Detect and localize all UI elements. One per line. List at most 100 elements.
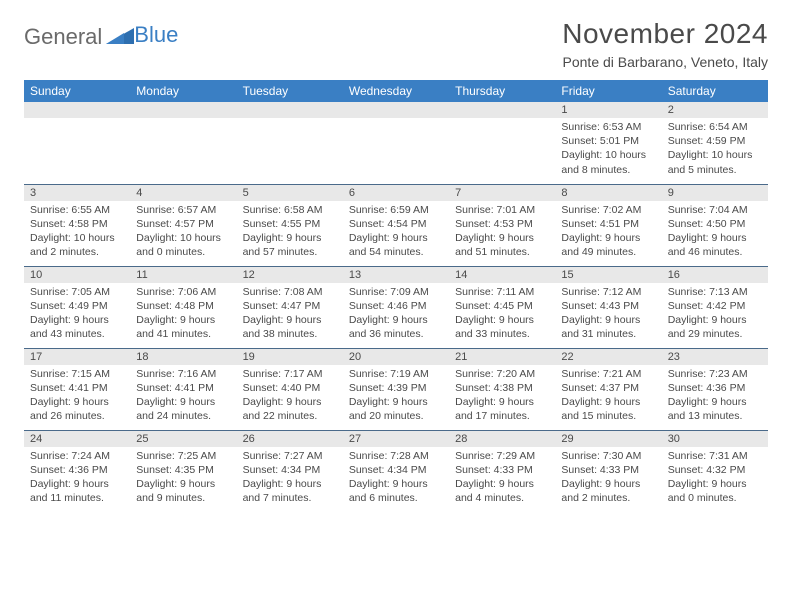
sunrise-line: Sunrise: 6:58 AM (243, 203, 337, 217)
sunset-line: Sunset: 4:34 PM (349, 463, 443, 477)
day-number: 18 (130, 349, 236, 365)
day-number: 17 (24, 349, 130, 365)
sunrise-line: Sunrise: 7:17 AM (243, 367, 337, 381)
day-number: 11 (130, 267, 236, 283)
sunrise-line: Sunrise: 7:02 AM (561, 203, 655, 217)
day-details: Sunrise: 7:24 AMSunset: 4:36 PMDaylight:… (24, 447, 130, 510)
day-number: 2 (662, 102, 768, 118)
sunset-line: Sunset: 4:42 PM (668, 299, 762, 313)
calendar-day-cell: 25Sunrise: 7:25 AMSunset: 4:35 PMDayligh… (130, 430, 236, 512)
day-number: 26 (237, 431, 343, 447)
sunrise-line: Sunrise: 7:19 AM (349, 367, 443, 381)
day-details: Sunrise: 7:17 AMSunset: 4:40 PMDaylight:… (237, 365, 343, 428)
calendar-day-cell: 12Sunrise: 7:08 AMSunset: 4:47 PMDayligh… (237, 266, 343, 348)
calendar-day-cell: 27Sunrise: 7:28 AMSunset: 4:34 PMDayligh… (343, 430, 449, 512)
day-details: Sunrise: 6:53 AMSunset: 5:01 PMDaylight:… (555, 118, 661, 181)
sunset-line: Sunset: 4:55 PM (243, 217, 337, 231)
location-subtitle: Ponte di Barbarano, Veneto, Italy (562, 54, 768, 70)
day-details: Sunrise: 7:30 AMSunset: 4:33 PMDaylight:… (555, 447, 661, 510)
daylight-line: Daylight: 9 hours and 2 minutes. (561, 477, 655, 505)
calendar-day-cell: 19Sunrise: 7:17 AMSunset: 4:40 PMDayligh… (237, 348, 343, 430)
sunrise-line: Sunrise: 6:57 AM (136, 203, 230, 217)
calendar-day-cell (130, 102, 236, 184)
daylight-line: Daylight: 10 hours and 8 minutes. (561, 148, 655, 176)
day-number (237, 102, 343, 118)
sunrise-line: Sunrise: 7:04 AM (668, 203, 762, 217)
sunset-line: Sunset: 4:53 PM (455, 217, 549, 231)
sunrise-line: Sunrise: 7:24 AM (30, 449, 124, 463)
daylight-line: Daylight: 9 hours and 36 minutes. (349, 313, 443, 341)
daylight-line: Daylight: 9 hours and 41 minutes. (136, 313, 230, 341)
sunrise-line: Sunrise: 7:27 AM (243, 449, 337, 463)
sunrise-line: Sunrise: 7:21 AM (561, 367, 655, 381)
sunrise-line: Sunrise: 7:20 AM (455, 367, 549, 381)
day-details: Sunrise: 7:27 AMSunset: 4:34 PMDaylight:… (237, 447, 343, 510)
weekday-header: Sunday (24, 80, 130, 102)
sunrise-line: Sunrise: 7:13 AM (668, 285, 762, 299)
sunrise-line: Sunrise: 7:05 AM (30, 285, 124, 299)
sunrise-line: Sunrise: 7:11 AM (455, 285, 549, 299)
sunset-line: Sunset: 5:01 PM (561, 134, 655, 148)
sunset-line: Sunset: 4:35 PM (136, 463, 230, 477)
day-details: Sunrise: 6:58 AMSunset: 4:55 PMDaylight:… (237, 201, 343, 264)
day-details: Sunrise: 7:21 AMSunset: 4:37 PMDaylight:… (555, 365, 661, 428)
day-details: Sunrise: 7:29 AMSunset: 4:33 PMDaylight:… (449, 447, 555, 510)
calendar-week-row: 1Sunrise: 6:53 AMSunset: 5:01 PMDaylight… (24, 102, 768, 184)
weekday-header: Saturday (662, 80, 768, 102)
sunrise-line: Sunrise: 7:16 AM (136, 367, 230, 381)
day-number: 24 (24, 431, 130, 447)
sunset-line: Sunset: 4:38 PM (455, 381, 549, 395)
day-number: 3 (24, 185, 130, 201)
brand-second: Blue (134, 22, 178, 48)
calendar-day-cell: 23Sunrise: 7:23 AMSunset: 4:36 PMDayligh… (662, 348, 768, 430)
daylight-line: Daylight: 9 hours and 33 minutes. (455, 313, 549, 341)
sunrise-line: Sunrise: 6:59 AM (349, 203, 443, 217)
day-details: Sunrise: 7:19 AMSunset: 4:39 PMDaylight:… (343, 365, 449, 428)
month-title: November 2024 (562, 18, 768, 50)
day-number: 16 (662, 267, 768, 283)
daylight-line: Daylight: 9 hours and 11 minutes. (30, 477, 124, 505)
calendar-day-cell: 30Sunrise: 7:31 AMSunset: 4:32 PMDayligh… (662, 430, 768, 512)
daylight-line: Daylight: 9 hours and 22 minutes. (243, 395, 337, 423)
daylight-line: Daylight: 10 hours and 0 minutes. (136, 231, 230, 259)
calendar-head: SundayMondayTuesdayWednesdayThursdayFrid… (24, 80, 768, 102)
sunrise-line: Sunrise: 7:30 AM (561, 449, 655, 463)
calendar-week-row: 3Sunrise: 6:55 AMSunset: 4:58 PMDaylight… (24, 184, 768, 266)
sunset-line: Sunset: 4:51 PM (561, 217, 655, 231)
calendar-day-cell: 1Sunrise: 6:53 AMSunset: 5:01 PMDaylight… (555, 102, 661, 184)
day-number: 29 (555, 431, 661, 447)
daylight-line: Daylight: 9 hours and 51 minutes. (455, 231, 549, 259)
sunset-line: Sunset: 4:37 PM (561, 381, 655, 395)
calendar-day-cell: 17Sunrise: 7:15 AMSunset: 4:41 PMDayligh… (24, 348, 130, 430)
sunset-line: Sunset: 4:39 PM (349, 381, 443, 395)
weekday-header: Tuesday (237, 80, 343, 102)
day-number: 25 (130, 431, 236, 447)
day-details (130, 118, 236, 124)
daylight-line: Daylight: 9 hours and 20 minutes. (349, 395, 443, 423)
calendar-day-cell (24, 102, 130, 184)
sunrise-line: Sunrise: 7:08 AM (243, 285, 337, 299)
calendar-day-cell: 8Sunrise: 7:02 AMSunset: 4:51 PMDaylight… (555, 184, 661, 266)
day-number: 8 (555, 185, 661, 201)
sunset-line: Sunset: 4:45 PM (455, 299, 549, 313)
day-number (449, 102, 555, 118)
daylight-line: Daylight: 9 hours and 6 minutes. (349, 477, 443, 505)
sunrise-line: Sunrise: 7:23 AM (668, 367, 762, 381)
day-number (343, 102, 449, 118)
daylight-line: Daylight: 9 hours and 46 minutes. (668, 231, 762, 259)
sunset-line: Sunset: 4:36 PM (30, 463, 124, 477)
day-number: 28 (449, 431, 555, 447)
day-details: Sunrise: 7:13 AMSunset: 4:42 PMDaylight:… (662, 283, 768, 346)
sunset-line: Sunset: 4:50 PM (668, 217, 762, 231)
sunrise-line: Sunrise: 7:09 AM (349, 285, 443, 299)
day-number: 6 (343, 185, 449, 201)
daylight-line: Daylight: 9 hours and 13 minutes. (668, 395, 762, 423)
calendar-day-cell: 10Sunrise: 7:05 AMSunset: 4:49 PMDayligh… (24, 266, 130, 348)
sunrise-line: Sunrise: 7:06 AM (136, 285, 230, 299)
day-details: Sunrise: 7:16 AMSunset: 4:41 PMDaylight:… (130, 365, 236, 428)
weekday-header: Monday (130, 80, 236, 102)
day-details: Sunrise: 7:02 AMSunset: 4:51 PMDaylight:… (555, 201, 661, 264)
calendar-day-cell: 29Sunrise: 7:30 AMSunset: 4:33 PMDayligh… (555, 430, 661, 512)
day-details: Sunrise: 6:59 AMSunset: 4:54 PMDaylight:… (343, 201, 449, 264)
calendar-day-cell: 4Sunrise: 6:57 AMSunset: 4:57 PMDaylight… (130, 184, 236, 266)
